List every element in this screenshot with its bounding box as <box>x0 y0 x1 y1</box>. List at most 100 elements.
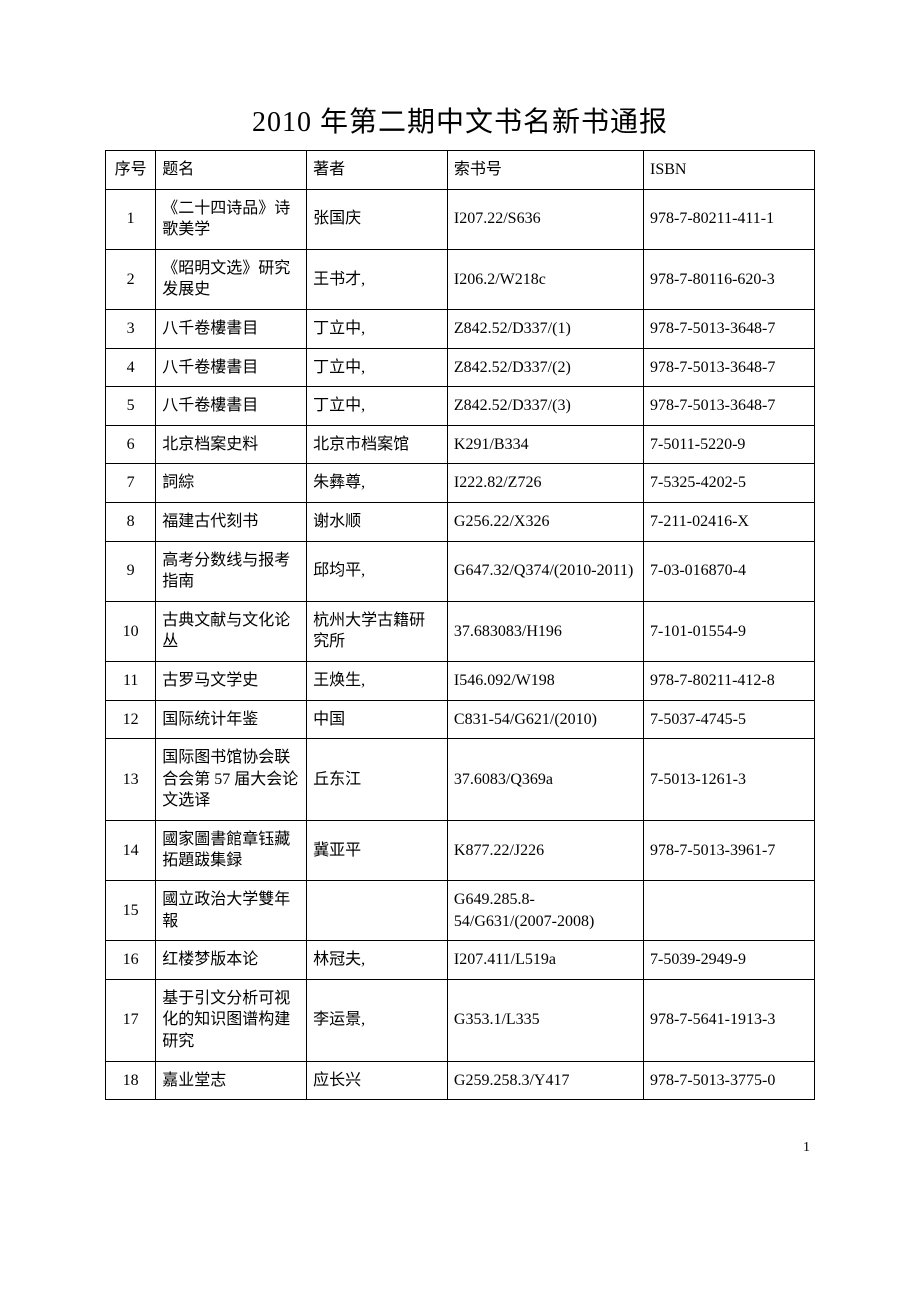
cell-seq: 16 <box>106 941 156 980</box>
table-row: 11古罗马文学史王焕生,I546.092/W198978-7-80211-412… <box>106 661 815 700</box>
cell-call: I222.82/Z726 <box>447 464 643 503</box>
cell-isbn: 978-7-80211-411-1 <box>644 189 815 249</box>
cell-author: 王书才, <box>307 249 448 309</box>
cell-seq: 15 <box>106 881 156 941</box>
table-row: 5八千卷樓書目丁立中,Z842.52/D337/(3)978-7-5013-36… <box>106 387 815 426</box>
cell-call: K877.22/J226 <box>447 820 643 880</box>
cell-seq: 7 <box>106 464 156 503</box>
table-row: 12国际统计年鉴中国C831-54/G621/(2010)7-5037-4745… <box>106 700 815 739</box>
cell-seq: 4 <box>106 348 156 387</box>
cell-seq: 3 <box>106 309 156 348</box>
cell-isbn: 978-7-5013-3648-7 <box>644 348 815 387</box>
cell-isbn: 978-7-5013-3648-7 <box>644 309 815 348</box>
cell-isbn: 7-5325-4202-5 <box>644 464 815 503</box>
table-row: 9高考分数线与报考指南邱均平,G647.32/Q374/(2010-2011)7… <box>106 541 815 601</box>
cell-call: G649.285.8-54/G631/(2007-2008) <box>447 881 643 941</box>
cell-title: 國立政治大学雙年報 <box>156 881 307 941</box>
cell-call: I207.22/S636 <box>447 189 643 249</box>
cell-isbn: 978-7-80116-620-3 <box>644 249 815 309</box>
table-row: 2《昭明文选》研究发展史王书才,I206.2/W218c978-7-80116-… <box>106 249 815 309</box>
cell-isbn: 978-7-80211-412-8 <box>644 661 815 700</box>
cell-title: 国际图书馆协会联合会第 57 届大会论文选译 <box>156 739 307 821</box>
cell-call: Z842.52/D337/(2) <box>447 348 643 387</box>
cell-seq: 1 <box>106 189 156 249</box>
col-header-isbn: ISBN <box>644 151 815 190</box>
cell-author: 丁立中, <box>307 309 448 348</box>
table-header-row: 序号 题名 著者 索书号 ISBN <box>106 151 815 190</box>
cell-isbn: 7-5013-1261-3 <box>644 739 815 821</box>
cell-isbn: 978-7-5013-3961-7 <box>644 820 815 880</box>
col-header-author: 著者 <box>307 151 448 190</box>
table-row: 18嘉业堂志应长兴G259.258.3/Y417978-7-5013-3775-… <box>106 1061 815 1100</box>
cell-author: 丁立中, <box>307 348 448 387</box>
cell-seq: 6 <box>106 425 156 464</box>
cell-title: 红楼梦版本论 <box>156 941 307 980</box>
cell-author <box>307 881 448 941</box>
cell-call: I206.2/W218c <box>447 249 643 309</box>
cell-call: 37.6083/Q369a <box>447 739 643 821</box>
cell-seq: 8 <box>106 502 156 541</box>
table-row: 3八千卷樓書目丁立中,Z842.52/D337/(1)978-7-5013-36… <box>106 309 815 348</box>
cell-call: G647.32/Q374/(2010-2011) <box>447 541 643 601</box>
cell-author: 中国 <box>307 700 448 739</box>
table-row: 15國立政治大学雙年報 G649.285.8-54/G631/(2007-2008… <box>106 881 815 941</box>
cell-seq: 17 <box>106 979 156 1061</box>
cell-call: K291/B334 <box>447 425 643 464</box>
col-header-seq: 序号 <box>106 151 156 190</box>
cell-call: G353.1/L335 <box>447 979 643 1061</box>
cell-author: 朱彝尊, <box>307 464 448 503</box>
cell-title: 八千卷樓書目 <box>156 387 307 426</box>
col-header-call: 索书号 <box>447 151 643 190</box>
cell-isbn: 7-5039-2949-9 <box>644 941 815 980</box>
cell-title: 嘉业堂志 <box>156 1061 307 1100</box>
cell-seq: 5 <box>106 387 156 426</box>
cell-isbn: 7-211-02416-X <box>644 502 815 541</box>
cell-author: 林冠夫, <box>307 941 448 980</box>
cell-call: G259.258.3/Y417 <box>447 1061 643 1100</box>
cell-call: 37.683083/H196 <box>447 601 643 661</box>
cell-seq: 13 <box>106 739 156 821</box>
cell-isbn: 7-5011-5220-9 <box>644 425 815 464</box>
cell-seq: 14 <box>106 820 156 880</box>
cell-call: G256.22/X326 <box>447 502 643 541</box>
cell-title: 八千卷樓書目 <box>156 348 307 387</box>
cell-title: 《二十四诗品》诗歌美学 <box>156 189 307 249</box>
table-row: 8福建古代刻书谢水顺G256.22/X3267-211-02416-X <box>106 502 815 541</box>
table-row: 4八千卷樓書目丁立中,Z842.52/D337/(2)978-7-5013-36… <box>106 348 815 387</box>
cell-title: 古典文献与文化论丛 <box>156 601 307 661</box>
table-row: 14國家圖書館章钰藏拓題跋集録冀亚平K877.22/J226978-7-5013… <box>106 820 815 880</box>
cell-title: 高考分数线与报考指南 <box>156 541 307 601</box>
cell-title: 北京档案史料 <box>156 425 307 464</box>
page-number: 1 <box>105 1140 815 1156</box>
cell-author: 丁立中, <box>307 387 448 426</box>
cell-author: 邱均平, <box>307 541 448 601</box>
cell-title: 詞綜 <box>156 464 307 503</box>
cell-title: 福建古代刻书 <box>156 502 307 541</box>
cell-seq: 11 <box>106 661 156 700</box>
cell-title: 基于引文分析可视化的知识图谱构建研究 <box>156 979 307 1061</box>
cell-isbn: 7-101-01554-9 <box>644 601 815 661</box>
cell-seq: 9 <box>106 541 156 601</box>
cell-seq: 18 <box>106 1061 156 1100</box>
cell-call: I207.411/L519a <box>447 941 643 980</box>
cell-title: 國家圖書館章钰藏拓題跋集録 <box>156 820 307 880</box>
cell-call: I546.092/W198 <box>447 661 643 700</box>
table-row: 1《二十四诗品》诗歌美学张国庆I207.22/S636978-7-80211-4… <box>106 189 815 249</box>
cell-author: 丘东江 <box>307 739 448 821</box>
table-row: 6北京档案史料北京市档案馆K291/B3347-5011-5220-9 <box>106 425 815 464</box>
cell-isbn: 978-7-5013-3775-0 <box>644 1061 815 1100</box>
cell-isbn: 978-7-5013-3648-7 <box>644 387 815 426</box>
table-row: 13国际图书馆协会联合会第 57 届大会论文选译丘东江37.6083/Q369a… <box>106 739 815 821</box>
cell-call: Z842.52/D337/(3) <box>447 387 643 426</box>
cell-title: 古罗马文学史 <box>156 661 307 700</box>
table-row: 16红楼梦版本论林冠夫,I207.411/L519a7-5039-2949-9 <box>106 941 815 980</box>
table-row: 17基于引文分析可视化的知识图谱构建研究李运景,G353.1/L335978-7… <box>106 979 815 1061</box>
cell-title: 国际统计年鉴 <box>156 700 307 739</box>
cell-title: 《昭明文选》研究发展史 <box>156 249 307 309</box>
cell-author: 王焕生, <box>307 661 448 700</box>
cell-isbn: 7-5037-4745-5 <box>644 700 815 739</box>
cell-author: 应长兴 <box>307 1061 448 1100</box>
col-header-title: 题名 <box>156 151 307 190</box>
table-row: 10古典文献与文化论丛杭州大学古籍研究所37.683083/H1967-101-… <box>106 601 815 661</box>
cell-title: 八千卷樓書目 <box>156 309 307 348</box>
